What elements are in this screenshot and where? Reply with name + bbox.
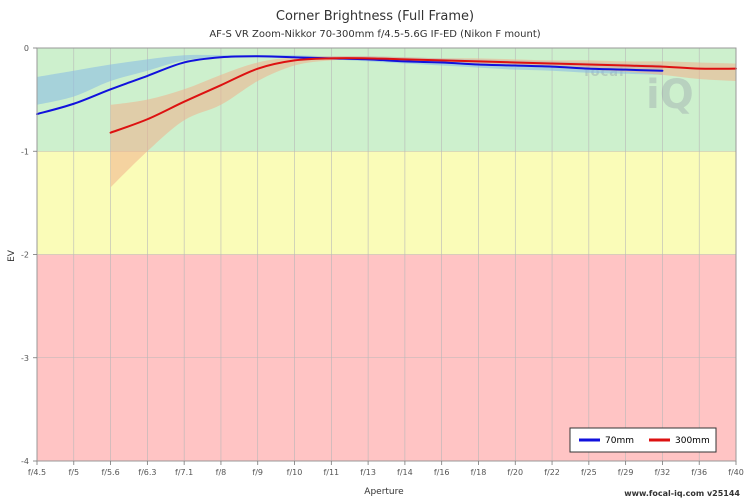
y-tick-label: 0 xyxy=(24,44,29,53)
grid-lines xyxy=(36,47,737,462)
y-axis-label: EV xyxy=(7,249,17,262)
y-tick-label: -2 xyxy=(21,251,29,260)
band-300mm xyxy=(110,56,736,188)
x-tick-label: f/5 xyxy=(68,468,79,477)
x-tick-label: f/6.3 xyxy=(138,468,156,477)
y-axis-ticks: 0 -1 -2 -3 -4 xyxy=(21,44,37,466)
series-lines xyxy=(36,55,737,134)
x-tick-label: f/20 xyxy=(507,468,523,477)
x-tick-label: f/22 xyxy=(544,468,560,477)
x-axis-ticks: f/4.5 f/5 f/5.6 f/6.3 f/7.1 f/8 f/9 f/10 f/11 f/1… xyxy=(28,461,744,477)
x-tick-label: f/9 xyxy=(252,468,263,477)
x-tick-label: f/40 xyxy=(728,468,744,477)
x-tick-label: f/13 xyxy=(360,468,376,477)
y-tick-label: -3 xyxy=(21,354,29,363)
legend-label-70mm: 70mm xyxy=(605,436,634,446)
watermark-iq: iQ xyxy=(646,72,694,118)
x-tick-label: f/4.5 xyxy=(28,468,46,477)
x-tick-label: f/18 xyxy=(471,468,487,477)
y-tick-label: -4 xyxy=(21,457,29,466)
x-tick-label: f/36 xyxy=(691,468,707,477)
x-tick-label: f/16 xyxy=(434,468,450,477)
zone-band-1 xyxy=(37,151,736,255)
legend: 70mm 300mm xyxy=(569,427,717,453)
x-tick-label: f/29 xyxy=(618,468,634,477)
x-tick-label: f/14 xyxy=(397,468,413,477)
band-70mm xyxy=(37,54,663,105)
legend-label-300mm: 300mm xyxy=(675,436,710,446)
x-tick-label: f/5.6 xyxy=(101,468,119,477)
series-line-300mm xyxy=(109,57,737,134)
x-tick-label: f/7.1 xyxy=(175,468,193,477)
footer-credit: www.focal-iq.com v25144 xyxy=(624,489,740,498)
chart-subtitle: AF-S VR Zoom-Nikkor 70-300mm f/4.5-5.6G … xyxy=(209,29,540,40)
y-tick-label: -1 xyxy=(21,147,29,156)
x-tick-label: f/8 xyxy=(216,468,227,477)
confidence-bands xyxy=(37,54,736,188)
x-axis-label: Aperture xyxy=(364,487,404,497)
x-tick-label: f/25 xyxy=(581,468,597,477)
x-tick-label: f/11 xyxy=(323,468,339,477)
x-tick-label: f/32 xyxy=(655,468,671,477)
chart-title: Corner Brightness (Full Frame) xyxy=(276,9,474,24)
x-tick-label: f/10 xyxy=(287,468,303,477)
